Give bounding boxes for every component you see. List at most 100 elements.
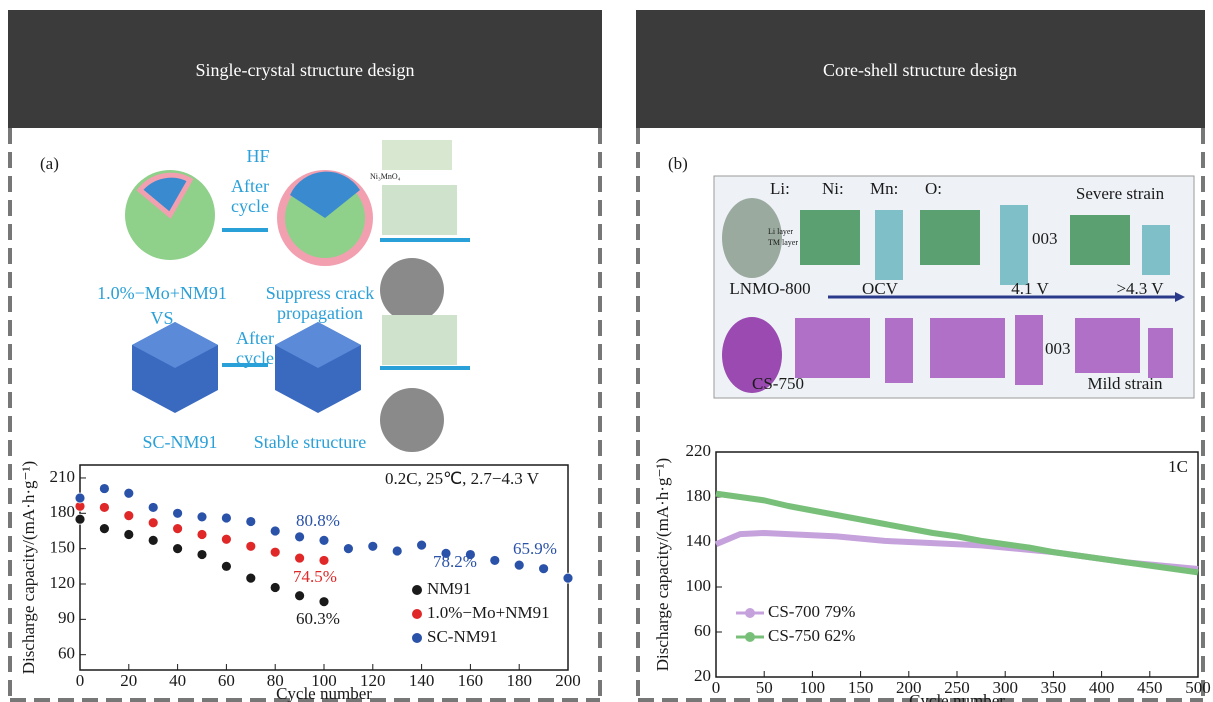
- label: 003: [1045, 339, 1071, 358]
- label: Li:: [770, 179, 790, 198]
- point: [319, 597, 329, 607]
- legend-swatch: [412, 633, 422, 643]
- lattice: [795, 318, 870, 378]
- x-tick-label: 140: [409, 671, 435, 690]
- point: [75, 493, 85, 503]
- annotation: 78.2%: [433, 552, 477, 571]
- point: [319, 555, 329, 565]
- point: [124, 511, 134, 521]
- x-axis-label: Cycle number: [909, 691, 1005, 702]
- annotation: 65.9%: [513, 539, 557, 558]
- y-tick-label: 180: [50, 502, 76, 521]
- y-axis-label: Discharge capacity/(mA·h·g⁻¹): [653, 458, 672, 671]
- legend-swatch: [745, 632, 755, 642]
- label: Ni₃MnO₄: [370, 172, 401, 181]
- point: [417, 540, 427, 550]
- label: Stable structure: [254, 432, 366, 452]
- point: [246, 573, 256, 583]
- header-title: Core-shell structure design: [823, 60, 1017, 80]
- point: [295, 553, 305, 563]
- point: [563, 573, 573, 583]
- label: O:: [925, 179, 942, 198]
- lattice: [382, 140, 452, 170]
- y-tick-label: 60: [58, 644, 75, 663]
- point: [99, 502, 109, 512]
- point: [148, 502, 158, 512]
- lattice: [382, 185, 457, 235]
- label: Li layer: [768, 227, 793, 236]
- point: [148, 518, 158, 528]
- y-axis-label: Discharge capacity/(mA·h·g⁻¹): [19, 461, 38, 674]
- point: [270, 526, 280, 536]
- label: HF: [246, 146, 269, 166]
- legend-label: CS-750 62%: [768, 626, 855, 645]
- y-tick-label: 220: [686, 441, 712, 460]
- sem-image: [380, 258, 444, 322]
- point: [148, 535, 158, 545]
- point: [514, 560, 524, 570]
- annotation: 0.2C, 25℃, 2.7−4.3 V: [385, 469, 540, 488]
- legend-label: NM91: [427, 579, 471, 598]
- point: [124, 488, 134, 498]
- point: [75, 514, 85, 524]
- label: Suppress crack: [266, 283, 374, 303]
- x-tick-label: 450: [1137, 678, 1163, 697]
- label: SC-NM91: [142, 432, 217, 452]
- legend-label: 1.0%−Mo+NM91: [427, 603, 550, 622]
- point: [221, 513, 231, 523]
- cell: [885, 318, 913, 383]
- x-tick-label: 50: [756, 678, 773, 697]
- header-title: Single-crystal structure design: [196, 60, 415, 80]
- x-tick-label: 150: [848, 678, 874, 697]
- point: [295, 591, 305, 601]
- x-tick-label: 160: [458, 671, 484, 690]
- point: [99, 484, 109, 494]
- label: LNMO-800: [729, 279, 810, 298]
- label: >4.3 V: [1116, 279, 1164, 298]
- label: CS-750: [752, 374, 804, 393]
- point: [295, 532, 305, 542]
- x-tick-label: 350: [1041, 678, 1067, 697]
- legend-swatch: [412, 585, 422, 595]
- label: propagation: [277, 303, 363, 323]
- lattice: [930, 318, 1005, 378]
- point: [368, 541, 378, 551]
- x-tick-label: 60: [218, 671, 235, 690]
- figure: Single-crystal structure design Core-she…: [0, 0, 1213, 702]
- sem-image: [380, 388, 444, 452]
- cell: [1148, 328, 1173, 378]
- label: 1.0%−Mo+NM91: [97, 283, 227, 303]
- legend-label: SC-NM91: [427, 627, 498, 646]
- point: [392, 546, 402, 556]
- annotation: 80.8%: [296, 511, 340, 530]
- label: Severe strain: [1076, 184, 1165, 203]
- point: [246, 517, 256, 527]
- lattice: [1070, 215, 1130, 265]
- y-tick-label: 60: [694, 621, 711, 640]
- point: [221, 534, 231, 544]
- point: [173, 544, 183, 554]
- point: [221, 561, 231, 571]
- point: [173, 524, 183, 534]
- label: cycle: [231, 196, 269, 216]
- x-tick-label: 20: [120, 671, 137, 690]
- point: [343, 544, 353, 554]
- y-tick-label: 90: [58, 608, 75, 627]
- lattice: [382, 315, 457, 365]
- cell: [1142, 225, 1170, 275]
- label: TM layer: [768, 238, 798, 247]
- cell: [1015, 315, 1043, 385]
- point: [539, 564, 549, 574]
- label: Mild strain: [1087, 374, 1163, 393]
- y-tick-label: 120: [50, 573, 76, 592]
- x-axis-label: Cycle number: [276, 684, 372, 702]
- label: After: [231, 176, 269, 196]
- annotation: 74.5%: [293, 567, 337, 586]
- x-tick-label: 0: [76, 671, 85, 690]
- schematic-b: Li: Ni: Mn: O: Severe strain Li layer TM…: [714, 176, 1194, 398]
- point: [270, 583, 280, 593]
- point: [490, 555, 500, 565]
- lattice: [800, 210, 860, 265]
- point: [173, 508, 183, 518]
- panel-label: (a): [40, 154, 59, 173]
